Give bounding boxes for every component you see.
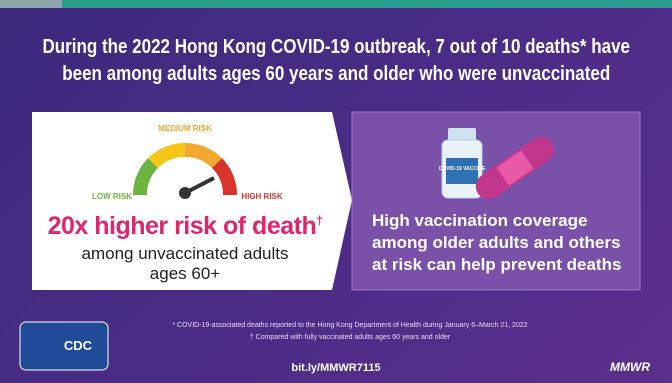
brand: MMWR <box>610 360 650 374</box>
gauge-label: MEDIUM RISK <box>158 124 212 133</box>
icon-label: COVID-19 VACCINE <box>439 166 486 172</box>
gauge-label: LOW RISK <box>92 192 132 201</box>
footnote: * COVID-19-associated deaths reported to… <box>172 322 528 329</box>
needle-hub <box>179 187 191 199</box>
title: During the 2022 Hong Kong COVID-19 outbr… <box>42 36 631 85</box>
dagger: † <box>316 213 323 228</box>
top-strip <box>62 0 672 8</box>
cdc-logo <box>19 321 109 371</box>
left-card <box>32 112 352 290</box>
headline-text: 20x higher risk of death <box>47 212 317 240</box>
top-strip <box>0 0 62 8</box>
right-text: High vaccination coverage among older ad… <box>372 211 622 274</box>
right-card <box>351 111 641 291</box>
vaccine-icon: COVID-19 VACCINE <box>439 128 555 200</box>
gauge-label: HIGH RISK <box>241 192 283 201</box>
subtext: among unvaccinated adults ages 60+ <box>81 244 289 283</box>
headline: 20x higher risk of death† <box>40 212 330 241</box>
gauge <box>132 142 238 196</box>
footnote: † Compared with fully vaccinated adults … <box>249 334 451 341</box>
cdc-logo-text: CDC <box>64 338 93 353</box>
url: bit.ly/MMWR7115 <box>291 362 380 374</box>
